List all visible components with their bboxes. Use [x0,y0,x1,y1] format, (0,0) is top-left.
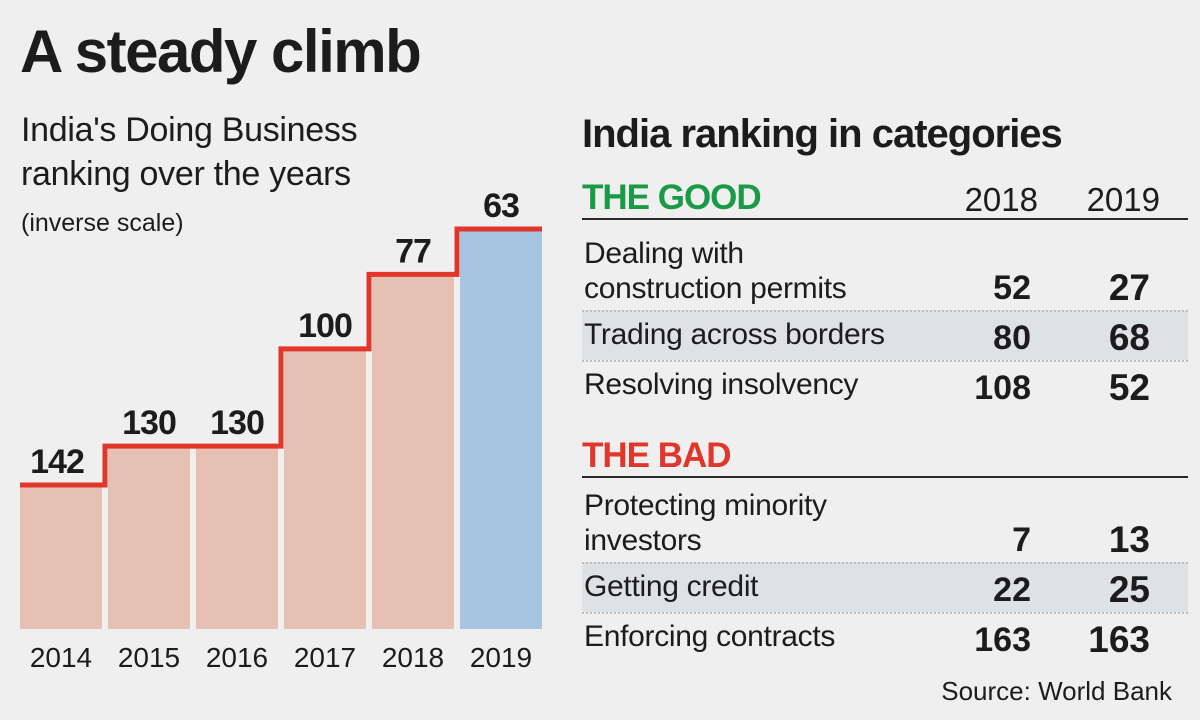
rank-2019: 52 [1108,367,1150,408]
category-name: Trading across borders [582,312,1188,352]
category-name: Dealing with construction permits [582,232,1188,306]
year-labels-group: 2014 2015 2016 2017 2018 2019 [30,642,532,673]
column-header-2018: 2018 [964,181,1038,218]
table-row: Protecting minority investors 7 13 [582,484,1188,562]
step-line-group [20,226,542,488]
category-name: Resolving insolvency [582,362,1188,402]
table-row: Getting credit 22 25 [582,562,1188,612]
year-label-2014: 2014 [30,642,92,673]
rank-2018: 163 [974,621,1031,659]
section-header-good: THE GOOD 2018 2019 [582,178,1188,220]
rank-2019: 27 [1108,267,1150,308]
year-label-2017: 2017 [294,642,356,673]
year-label-2016: 2016 [206,642,268,673]
year-label-2018: 2018 [382,642,444,673]
value-label-2018: 77 [395,232,431,270]
value-labels-group: 142 130 130 100 77 63 [30,187,520,481]
category-name-line: Dealing with [584,237,744,270]
category-name-line: construction permits [584,272,847,305]
subtitle-line-1: India's Doing Business [21,111,358,149]
rank-2019: 163 [1088,619,1150,660]
rank-2018: 22 [993,571,1031,609]
bar-2017 [284,348,366,629]
section-label-bad: THE BAD [582,436,732,475]
bar-2018 [372,274,454,629]
category-name-line: Getting credit [584,570,759,603]
table-row: Trading across borders 80 68 [582,310,1188,360]
rank-2019: 25 [1108,569,1150,610]
table-row: Dealing with construction permits 52 27 [582,232,1188,310]
value-label-2014: 142 [30,443,84,481]
chart-title: A steady climb [20,18,422,85]
category-name-line: Enforcing contracts [584,620,836,653]
categories-title: India ranking in categories [582,112,1063,156]
bars-group [20,229,542,629]
section-header-bad: THE BAD [582,436,1188,478]
rank-2018: 108 [974,369,1031,407]
table-row: Enforcing contracts 163 163 [582,612,1188,662]
column-header-2019: 2019 [1086,181,1160,218]
category-name: Getting credit [582,564,1188,604]
category-name-line: Protecting minority [584,489,827,522]
bar-2015 [108,446,190,629]
bar-2019 [460,229,542,629]
rank-2018: 52 [993,269,1031,307]
category-name-line: Resolving insolvency [584,368,859,401]
bar-2014 [20,485,102,629]
category-name-line: Trading across borders [584,318,885,351]
value-label-2017: 100 [298,307,352,345]
year-label-2019: 2019 [470,642,532,673]
rank-2019: 13 [1108,519,1150,560]
category-name: Protecting minority investors [582,484,1188,558]
bar-2016 [196,446,278,629]
rank-2018: 80 [993,319,1031,357]
value-label-2016: 130 [210,404,264,442]
rank-2018: 7 [1012,521,1031,559]
scale-note: (inverse scale) [21,209,184,237]
chart-subtitle: India's Doing Business ranking over the … [21,108,358,196]
subtitle-line-2: ranking over the years [21,155,351,193]
rank-2019: 68 [1108,317,1150,358]
table-row: Resolving insolvency 108 52 [582,360,1188,410]
bad-rows: Protecting minority investors 7 13 Getting c… [582,484,1188,662]
good-rows: Dealing with construction permits 52 27 Trad… [582,232,1188,410]
section-label-good: THE GOOD [582,178,762,217]
year-label-2015: 2015 [118,642,180,673]
value-label-2015: 130 [122,404,176,442]
step-line [20,226,542,488]
category-name: Enforcing contracts [582,614,1188,654]
source-note: Source: World Bank [941,676,1172,706]
value-label-2019: 63 [483,187,519,225]
category-name-line: investors [584,524,702,557]
